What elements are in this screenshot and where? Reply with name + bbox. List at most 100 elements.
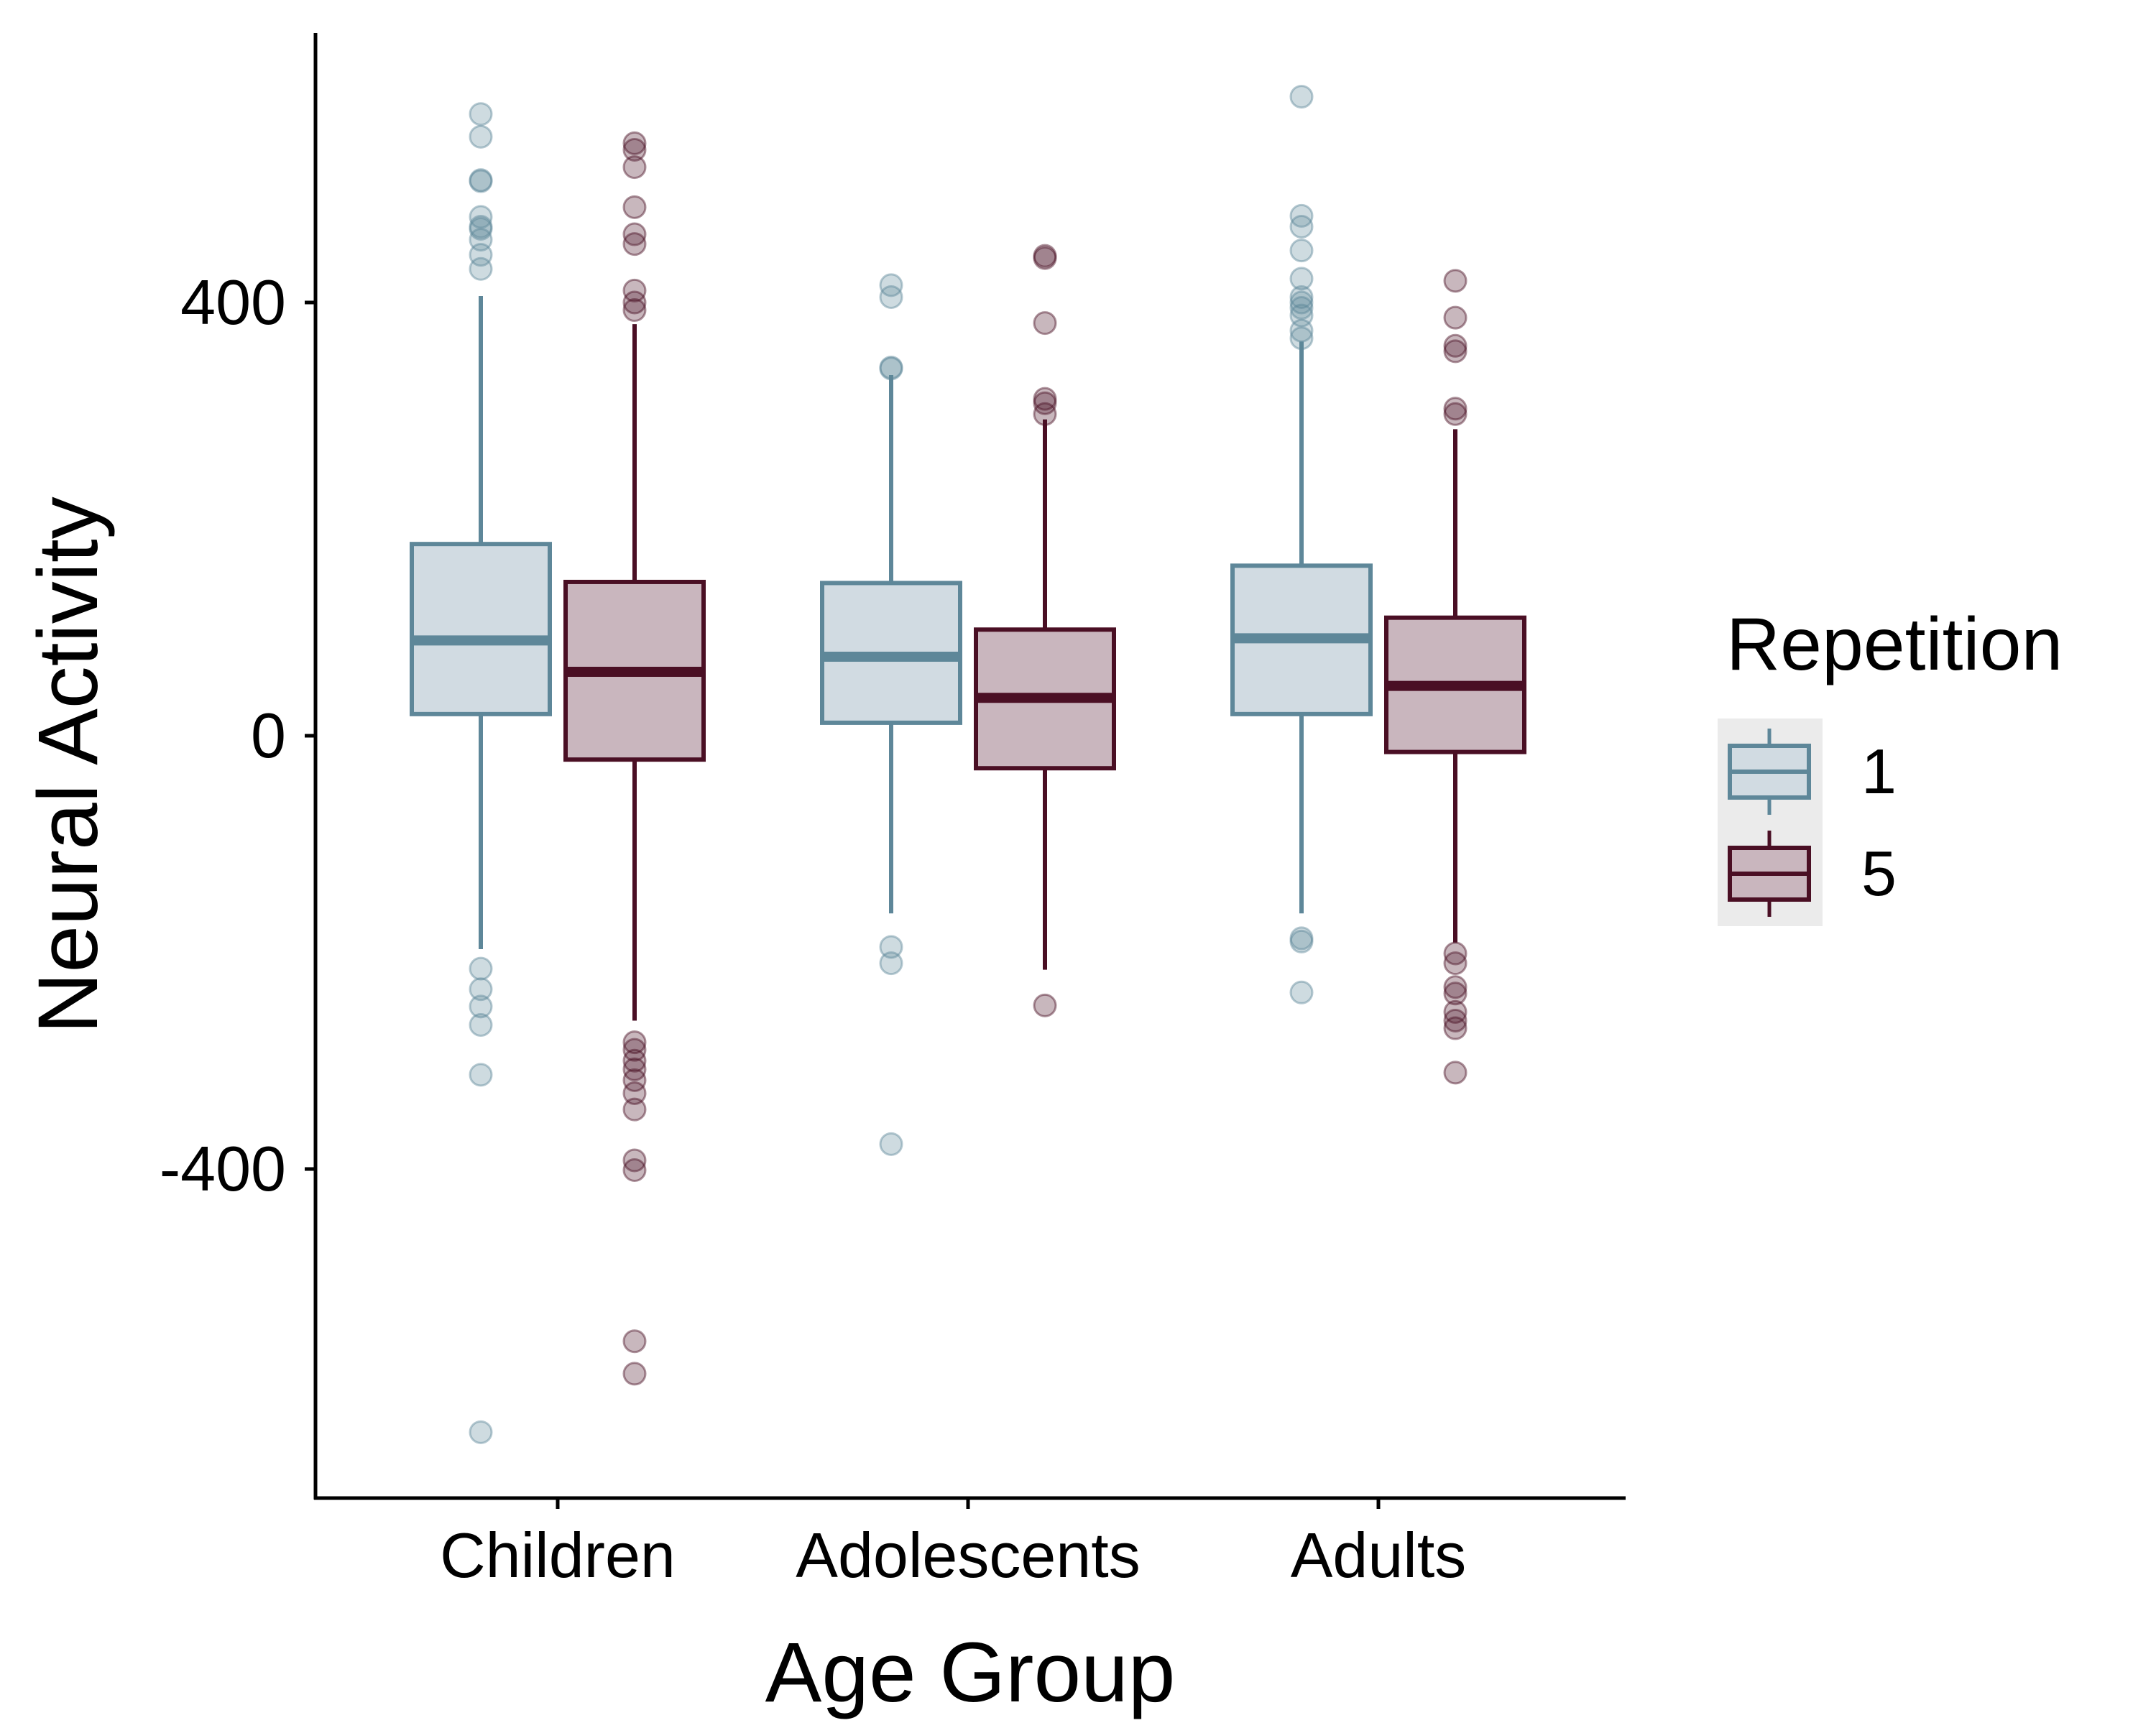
outlier-point [622,131,647,155]
outlier-point [469,956,493,981]
outlier-point [469,243,493,267]
outlier-point [622,1038,647,1062]
outlier-point [879,285,903,309]
outlier-point [1033,311,1057,336]
outlier-point [469,214,493,239]
outlier-point [1033,402,1057,426]
outlier-point [622,155,647,180]
outlier-point [1443,402,1468,426]
outlier-point [622,1097,647,1122]
outlier-point [469,168,493,193]
outlier-point [1289,285,1314,309]
y-tick-label: 0 [251,700,286,771]
outlier-point [622,1158,647,1183]
outlier-point [879,355,903,379]
outlier-point [1033,387,1057,411]
outlier-point [879,1132,903,1156]
outlier-point [1289,239,1314,263]
outlier-point [879,935,903,959]
outlier-point [469,124,493,149]
outlier-point [622,232,647,257]
box-children-rep-1 [410,102,552,1444]
outlier-point [469,257,493,281]
outlier-point [1289,303,1314,328]
x-tick-label: Adolescents [796,1520,1140,1591]
outlier-point [622,1030,647,1055]
outlier-point [1443,305,1468,330]
outlier-point [1443,999,1468,1024]
outlier-point [1443,269,1468,293]
outlier-point [1289,296,1314,320]
outlier-point [1289,203,1314,228]
outlier-point [622,1329,647,1354]
outlier-point [469,977,493,1002]
box-adolescents-rep-1 [820,273,962,1156]
x-tick-label: Children [440,1520,676,1591]
legend: Repetition 1 5 [1718,603,2063,926]
box-adults-rep-5 [1384,269,1526,1085]
y-tick-label: -400 [160,1133,286,1204]
x-tick-label: Adults [1291,1520,1467,1591]
outlier-point [1289,85,1314,109]
box-adolescents-rep-5 [974,244,1116,1017]
outlier-point [1289,326,1314,351]
outlier-point [1289,318,1314,343]
outlier-point [469,994,493,1019]
outlier-point [469,169,493,193]
outlier-point [1289,290,1314,315]
y-axis-title: Neural Activity [21,496,116,1034]
legend-item-1: 1 [1728,729,1897,815]
outlier-point [1033,993,1057,1017]
outlier-point [1033,246,1057,270]
outlier-point [1443,981,1468,1006]
legend-item-5: 5 [1728,831,1897,917]
legend-label: 5 [1861,838,1897,909]
box-children-rep-5 [563,131,706,1386]
outlier-point [1289,929,1314,953]
outlier-point [1443,339,1468,364]
outlier-point [1289,267,1314,291]
outlier-point [1443,951,1468,976]
outlier-point [1443,1016,1468,1040]
axis-ticks: 400 0 -400 Children Adolescents Adults [160,267,1466,1591]
outlier-point [622,298,647,323]
outlier-point [469,102,493,126]
x-axis-title: Age Group [765,1625,1176,1720]
outlier-point [469,228,493,252]
outlier-point [1033,391,1057,415]
outlier-point [622,1048,647,1073]
outlier-point [622,1068,647,1092]
outlier-point [622,278,647,302]
outlier-point [1289,214,1314,239]
outlier-point [879,273,903,297]
box-iqr [410,542,552,716]
outlier-point [1443,1008,1468,1032]
axes [313,33,1626,1500]
outlier-point [622,1057,647,1081]
outlier-point [469,1013,493,1038]
outlier-point [1443,397,1468,421]
y-tick-label: 400 [180,267,286,338]
outlier-point [1289,926,1314,951]
outlier-point [469,1420,493,1444]
outlier-point [469,205,493,229]
outlier-point [622,1362,647,1386]
outlier-point [879,951,903,976]
outlier-point [1443,975,1468,999]
outlier-point [1443,333,1468,358]
outlier-point [622,1148,647,1173]
outlier-point [879,356,903,381]
outlier-point [622,290,647,315]
outlier-point [622,195,647,219]
outlier-point [469,1063,493,1087]
outlier-point [622,137,647,162]
outlier-point [1289,980,1314,1004]
outlier-point [622,1081,647,1105]
box-adults-rep-1 [1230,85,1373,1004]
legend-title: Repetition [1726,603,2063,686]
outlier-point [1033,244,1057,268]
plot-area [410,85,1526,1444]
outlier-point [1443,941,1468,966]
